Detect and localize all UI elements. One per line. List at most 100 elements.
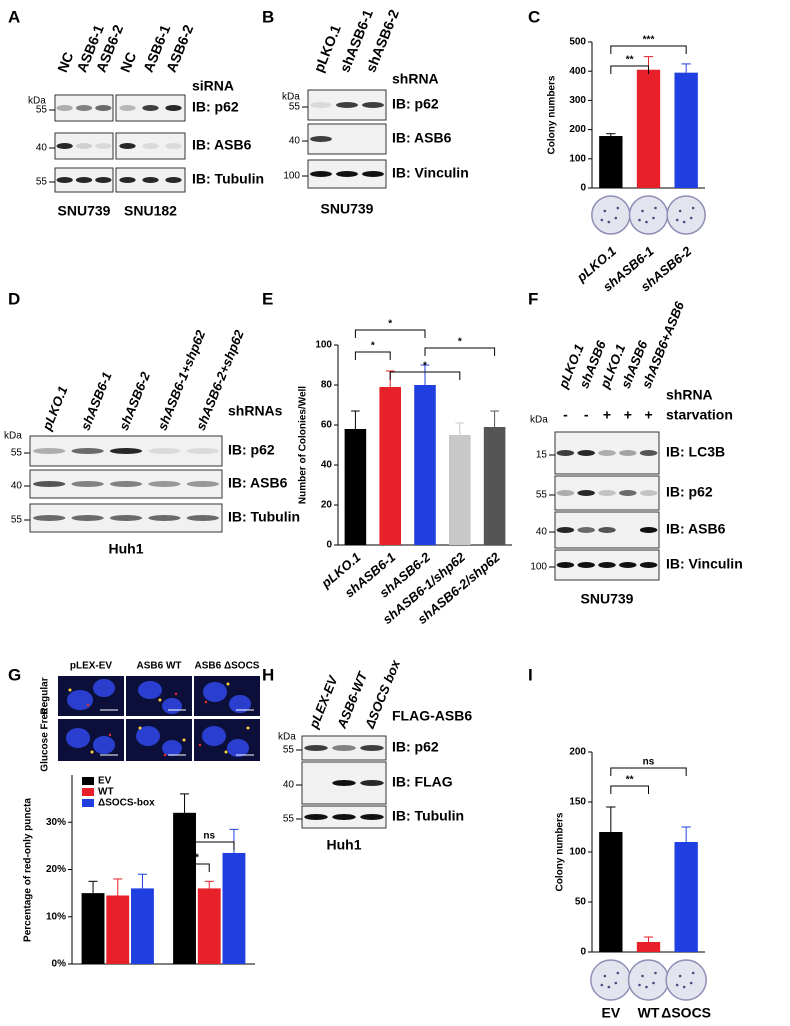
band	[186, 515, 219, 521]
y-tick-label: 0	[326, 540, 332, 551]
y-tick-label: 30%	[46, 817, 66, 828]
band	[556, 450, 575, 456]
band	[75, 105, 93, 111]
starvation-sign: -	[584, 407, 589, 423]
band	[332, 814, 356, 820]
band	[119, 143, 136, 149]
panel-letter: D	[8, 289, 20, 308]
band	[362, 102, 384, 108]
panel-letter: I	[528, 665, 533, 684]
bar	[636, 69, 661, 188]
cell-line: SNU739	[581, 591, 634, 607]
band	[75, 177, 93, 183]
kda-marker: 55	[36, 177, 48, 188]
colony	[607, 985, 611, 989]
band	[33, 481, 66, 487]
plate	[591, 195, 631, 235]
band	[336, 102, 358, 108]
ib-label: IB: Tubulin	[392, 808, 464, 824]
kda-label: kDa	[282, 92, 300, 103]
ib-label: IB: ASB6	[392, 130, 452, 146]
y-tick-label: 100	[569, 847, 586, 858]
significance-bracket	[389, 371, 461, 380]
x-tick-label: WT	[638, 1005, 660, 1021]
starvation-sign: +	[603, 407, 611, 423]
band	[639, 490, 658, 496]
lane-label: shASB6-2	[116, 369, 153, 432]
colony	[652, 981, 655, 985]
significance-bracket	[184, 863, 210, 872]
ib-label: IB: Vinculin	[666, 556, 743, 572]
y-axis-label: Number of Colonies/Well	[298, 386, 309, 504]
significance-label: ns	[203, 831, 215, 842]
band	[360, 814, 384, 820]
band	[332, 745, 356, 751]
ib-label: IB: Tubulin	[192, 171, 264, 187]
starvation-sign: +	[645, 407, 653, 423]
colony	[616, 971, 620, 975]
image-column-label: ASB6 ΔSOCS	[195, 661, 260, 672]
significance-label: *	[195, 853, 199, 864]
y-tick-label: 40	[321, 460, 333, 471]
bar	[344, 429, 367, 545]
bar	[449, 435, 471, 545]
colony	[600, 983, 604, 987]
significance-bracket	[354, 329, 426, 338]
band	[33, 448, 66, 454]
cell-line: SNU739	[58, 203, 111, 219]
lane-label: pLKO.1	[39, 384, 71, 433]
significance-label: *	[388, 319, 392, 330]
starvation-sign: -	[563, 407, 568, 423]
band	[119, 105, 136, 111]
kda-marker: 40	[36, 143, 48, 154]
kda-label: kDa	[28, 96, 46, 107]
y-tick-label: 0	[580, 947, 586, 958]
colony	[675, 218, 679, 222]
y-tick-label: 20%	[46, 864, 66, 875]
ib-label: IB: ASB6	[228, 475, 288, 491]
y-tick-label: 10%	[46, 911, 66, 922]
band	[148, 448, 181, 454]
significance-label: *	[423, 361, 427, 372]
plate	[665, 959, 707, 1001]
band	[360, 745, 384, 751]
band	[304, 745, 328, 751]
band	[109, 515, 143, 521]
band	[95, 105, 112, 111]
bar	[674, 842, 698, 952]
bar	[674, 72, 698, 188]
band	[33, 515, 66, 521]
band	[336, 171, 358, 177]
kda-marker: 55	[283, 814, 295, 825]
cell-line: Huh1	[327, 837, 362, 853]
kda-marker: 55	[283, 745, 295, 756]
kda-marker: 100	[530, 562, 547, 573]
colony	[638, 983, 641, 987]
significance-bracket	[610, 65, 649, 74]
starvation-label: starvation	[666, 407, 733, 423]
blot-strip	[554, 475, 660, 511]
y-axis-label: Colony numbers	[547, 75, 558, 154]
band	[56, 177, 73, 183]
cell-line: SNU739	[321, 201, 374, 217]
starvation-sign: +	[624, 407, 632, 423]
kda-marker: 40	[289, 136, 301, 147]
band	[186, 448, 219, 454]
legend-label: WT	[98, 787, 114, 798]
significance-label: ns	[643, 757, 655, 768]
colony	[691, 971, 695, 975]
legend-swatch	[82, 777, 94, 785]
colony	[638, 218, 641, 222]
treatment-label: FLAG-ASB6	[392, 708, 472, 724]
y-tick-label: 60	[321, 420, 333, 431]
band	[56, 105, 73, 111]
plate	[627, 959, 670, 1001]
panel-letter: G	[8, 665, 21, 684]
significance-label: **	[626, 55, 634, 66]
bar	[197, 888, 221, 964]
significance-bracket	[354, 351, 391, 360]
band	[71, 448, 104, 454]
legend-label: ΔSOCS-box	[98, 798, 155, 809]
treatment-label: siRNA	[192, 78, 234, 94]
